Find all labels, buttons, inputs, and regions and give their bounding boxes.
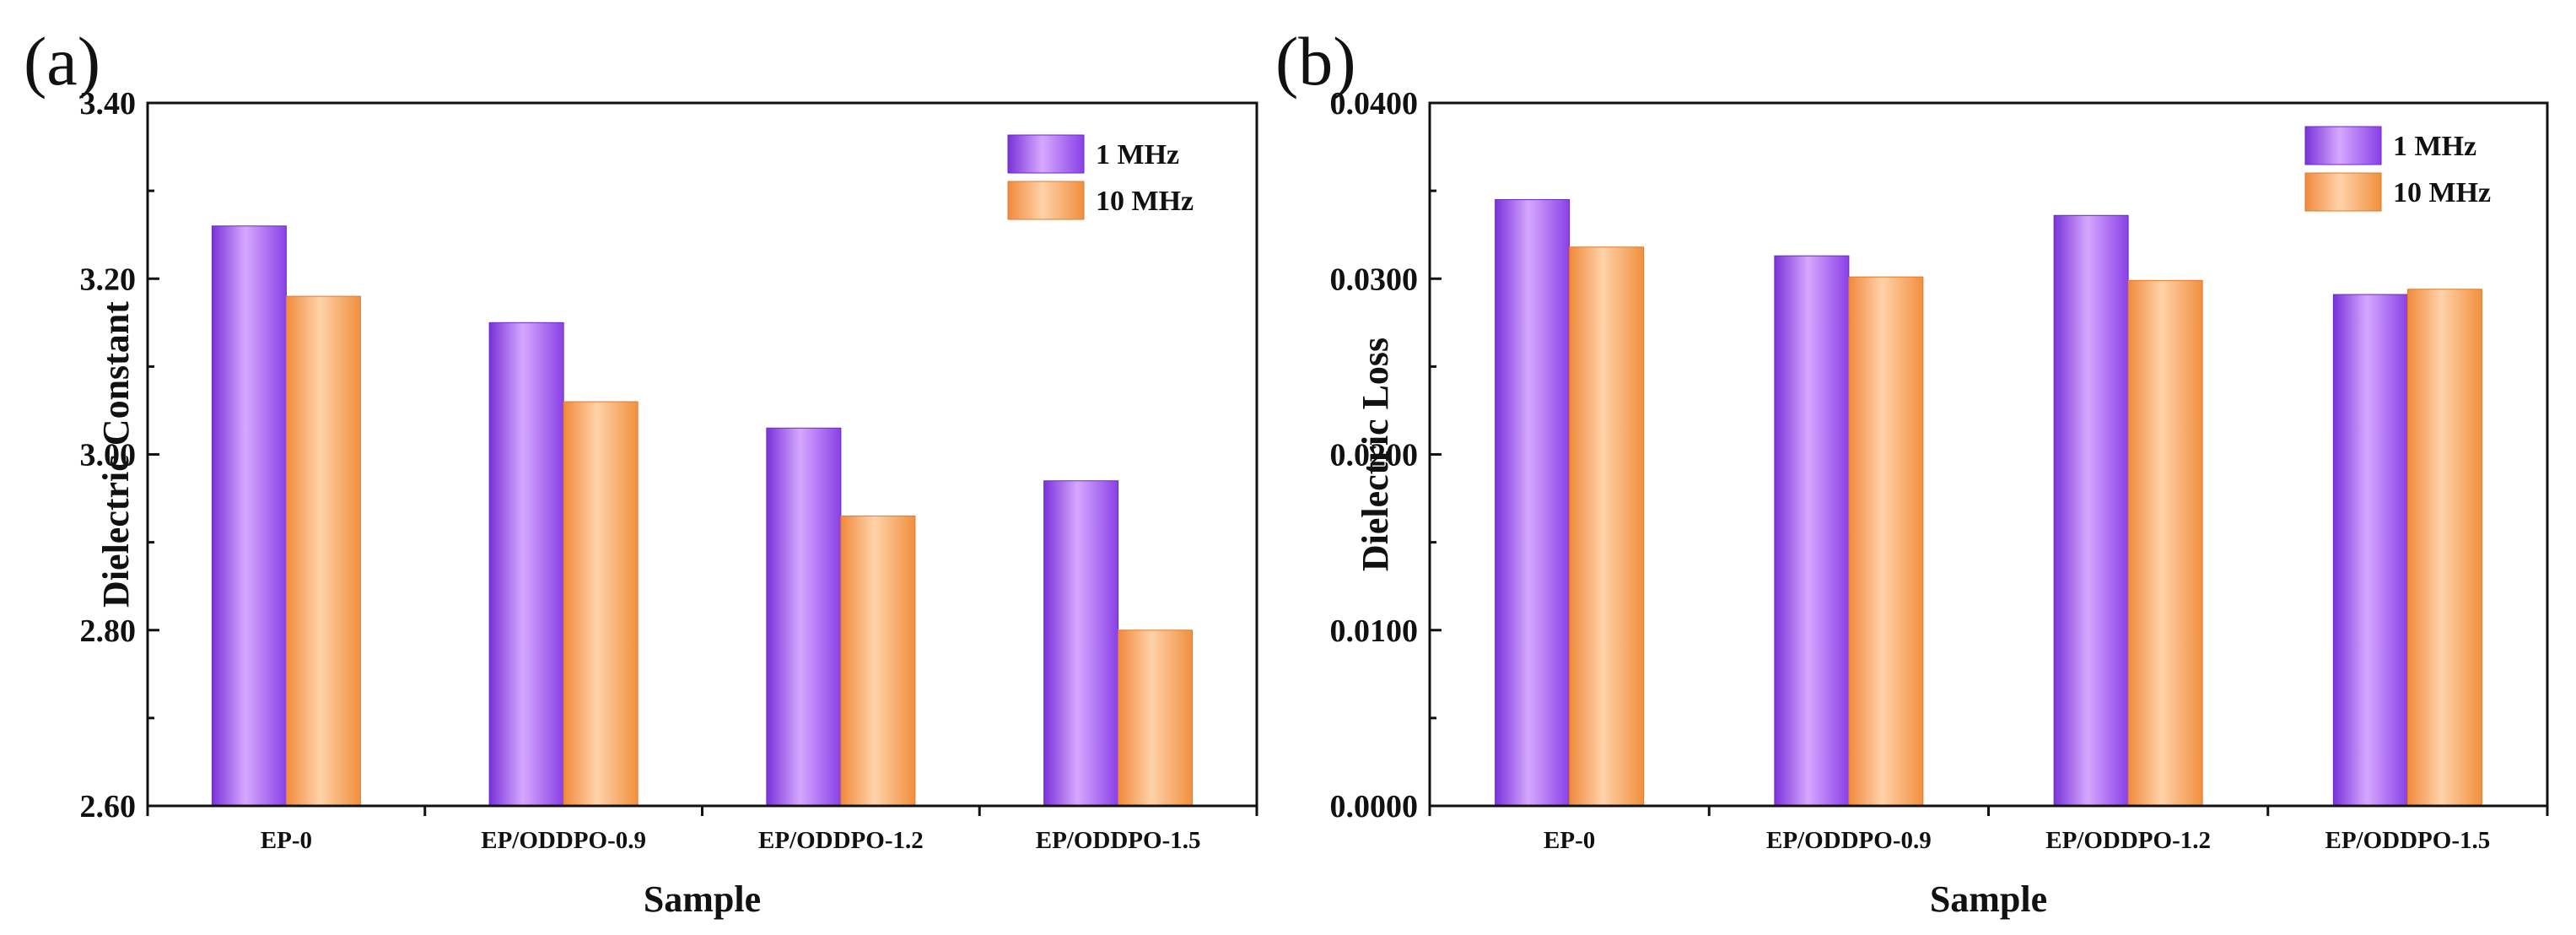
legend-swatch-1mhz — [2304, 126, 2382, 165]
y-tick-label: 0.0000 — [1330, 789, 1419, 824]
y-axis-title: Dielectric Constant — [95, 301, 137, 608]
bar-1mhz — [2053, 214, 2129, 807]
legend-label-1mhz: 1 MHz — [2393, 131, 2476, 162]
legend-label-10mhz: 10 MHz — [1096, 186, 1194, 217]
bar-10mhz — [563, 401, 639, 807]
bar-10mhz — [2127, 279, 2203, 807]
bar-1mhz — [1043, 480, 1119, 807]
y-tick-label: 0.0200 — [1330, 438, 1419, 473]
panel-label: (b) — [1275, 23, 1356, 100]
y-tick-label: 2.80 — [80, 613, 137, 649]
bar-10mhz — [2406, 289, 2482, 807]
y-tick-label: 3.00 — [80, 438, 137, 473]
x-category-label: EP/ODDPO-0.9 — [1766, 827, 1932, 854]
bar-1mhz — [1774, 255, 1850, 807]
bar-1mhz — [1495, 199, 1571, 807]
legend-swatch-10mhz — [2304, 172, 2382, 212]
panel-label: (a) — [24, 23, 100, 100]
legend-swatch-1mhz — [1007, 134, 1085, 174]
y-tick-label: 3.40 — [80, 86, 137, 122]
x-category-label: EP/ODDPO-1.5 — [1036, 827, 1201, 854]
bar-10mhz — [1848, 276, 1924, 807]
bar-1mhz — [2332, 294, 2408, 807]
bar-1mhz — [211, 225, 287, 807]
chart-dielectric-constant: (a) 2.60 2.80 3.00 3.20 3.40 EP-0 EP/ODDPO-0.9 E… — [24, 23, 1258, 920]
x-category-label: EP/ODDPO-1.2 — [758, 827, 924, 854]
legend-label-1mhz: 1 MHz — [1096, 139, 1179, 170]
x-axis-title: Sample — [644, 878, 761, 920]
bar-1mhz — [488, 322, 564, 807]
chart-dielectric-loss: (b) 0.0000 0.0100 0.0200 0.0300 0.0400 EP-0 EP/… — [1275, 23, 2549, 920]
bar-10mhz — [840, 515, 916, 807]
x-category-label: EP-0 — [261, 827, 312, 854]
y-tick-label: 3.20 — [80, 262, 137, 297]
x-category-label: EP/ODDPO-1.5 — [2325, 827, 2491, 854]
y-tick-label: 2.60 — [80, 789, 137, 824]
bar-1mhz — [766, 427, 842, 807]
y-tick-label: 0.0300 — [1330, 262, 1419, 297]
bar-10mhz — [1118, 630, 1194, 807]
bar-10mhz — [285, 295, 361, 807]
x-axis-title: Sample — [1930, 878, 2047, 920]
legend-label-10mhz: 10 MHz — [2393, 177, 2491, 208]
x-category-label: EP-0 — [1544, 827, 1595, 854]
legend-swatch-10mhz — [1007, 181, 1085, 220]
x-category-label: EP/ODDPO-1.2 — [2045, 827, 2211, 854]
bar-10mhz — [1569, 246, 1645, 807]
y-tick-label: 0.0100 — [1330, 613, 1419, 649]
y-axis-title: Dielectric Loss — [1355, 338, 1396, 571]
x-category-label: EP/ODDPO-0.9 — [481, 827, 646, 854]
y-tick-label: 0.0400 — [1330, 86, 1419, 122]
